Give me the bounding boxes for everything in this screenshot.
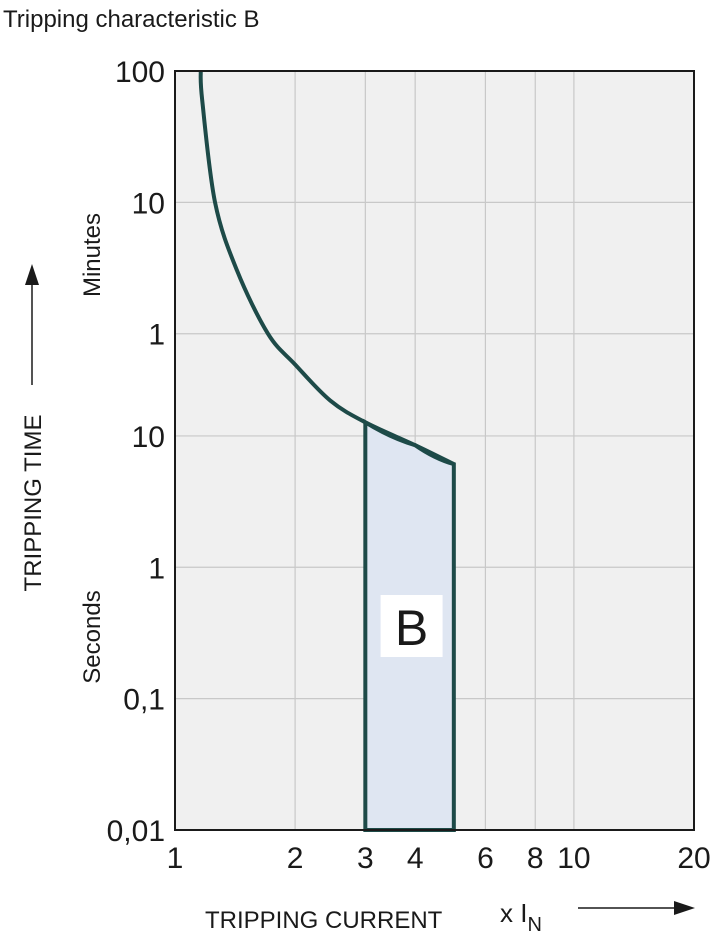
y-tick-label: 1 xyxy=(148,319,165,352)
y-tick-label: 10 xyxy=(132,421,165,454)
y-tick-label: 0,01 xyxy=(107,815,165,848)
y-group-seconds: Seconds xyxy=(79,590,106,683)
x-axis-label: TRIPPING CURRENT xyxy=(205,907,443,934)
x-axis-arrow-icon xyxy=(674,901,695,915)
x-axis-unit: x IN xyxy=(500,898,542,936)
y-axis-arrow-icon xyxy=(25,264,39,285)
tripping-curve xyxy=(198,70,455,466)
x-tick-label: 8 xyxy=(527,842,544,875)
y-group-minutes: Minutes xyxy=(79,213,106,297)
x-tick-label: 2 xyxy=(287,842,304,875)
region-label: B xyxy=(395,600,428,656)
x-tick-label: 1 xyxy=(167,842,184,875)
y-tick-label: 1 xyxy=(148,552,165,585)
x-tick-label: 10 xyxy=(557,842,590,875)
x-tick-labels: 1 2 3 4 6 8 10 20 xyxy=(167,842,711,875)
y-tick-labels: 100 10 1 10 1 0,1 0,01 xyxy=(107,56,165,848)
x-tick-label: 4 xyxy=(407,842,424,875)
y-axis-label: TRIPPING TIME xyxy=(20,415,47,592)
x-tick-label: 20 xyxy=(677,842,710,875)
y-tick-label: 0,1 xyxy=(123,684,165,717)
x-tick-label: 6 xyxy=(477,842,494,875)
x-tick-label: 3 xyxy=(357,842,374,875)
y-tick-label: 10 xyxy=(132,187,165,220)
region-label-box xyxy=(380,595,443,657)
plot-frame xyxy=(174,70,695,831)
chart-title: Tripping characteristic B xyxy=(3,6,260,33)
y-tick-label: 100 xyxy=(115,56,165,89)
